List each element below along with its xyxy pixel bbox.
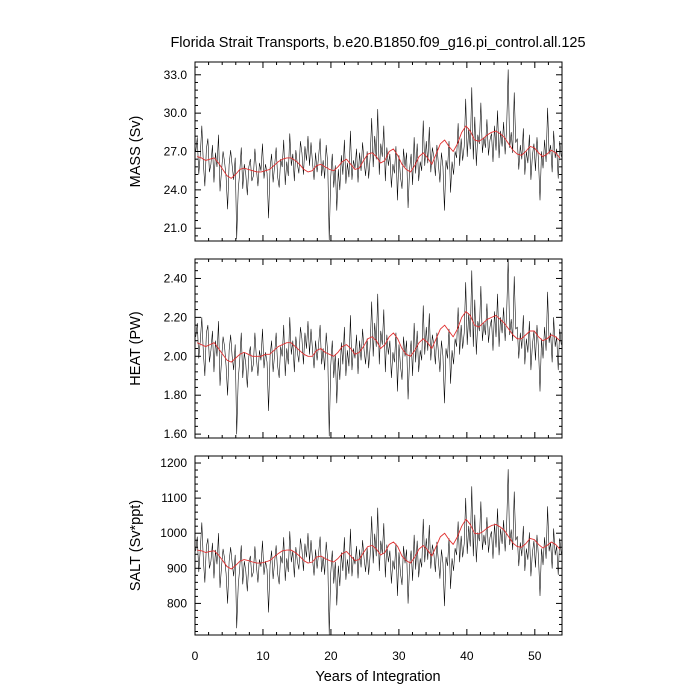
y-axis-label: HEAT (PW) [128,311,144,385]
x-tick-label: 10 [256,649,270,663]
y-tick-label: 1000 [160,526,187,540]
x-tick-label: 30 [392,649,406,663]
monthly-series-line [195,259,562,437]
y-tick-label: 27.0 [164,145,188,159]
smoothed-series-line [197,518,561,570]
y-tick-label: 33.0 [164,68,188,82]
smoothed-series-line [196,311,561,363]
panel-mass: 21.0 24.0 27.0 30.0 33.0 MASS (Sv) [128,61,563,242]
x-tick-label: 40 [460,649,474,663]
y-tick-label: 1100 [161,491,187,505]
y-tick-label: 1.80 [164,388,188,402]
y-axis-label: SALT (Sv*ppt) [128,500,144,591]
y-tick-label: 1.60 [164,427,188,441]
y-tick-label: 24.0 [164,183,188,197]
panel-heat: 1.60 1.80 2.00 2.20 2.40 HEAT (PW) [128,258,563,441]
x-axis-label: Years of Integration [315,669,440,685]
y-axis-label: MASS (Sv) [128,116,144,188]
x-tick-label: 20 [324,649,338,663]
y-tick-label: 2.20 [164,310,188,324]
y-tick-label: 21.0 [164,221,188,235]
y-tick-label: 30.0 [164,106,188,120]
y-tick-label: 2.40 [164,271,188,285]
smoothed-series-line [197,125,561,179]
chart-title: Florida Strait Transports, b.e20.B1850.f… [170,35,585,51]
y-tick-label: 800 [167,596,187,610]
y-tick-label: 2.00 [164,349,188,363]
panel-salt: 800 900 1000 1100 1200 0 10 20 30 40 50 SALT (Sv*pp… [128,455,563,663]
x-tick-label: 0 [192,649,199,663]
y-tick-label: 1200 [160,456,187,470]
plot-frame [194,455,563,636]
monthly-series-line [195,469,562,635]
y-tick-label: 900 [167,561,187,575]
x-tick-label: 50 [528,649,542,663]
monthly-series-line [195,69,562,240]
